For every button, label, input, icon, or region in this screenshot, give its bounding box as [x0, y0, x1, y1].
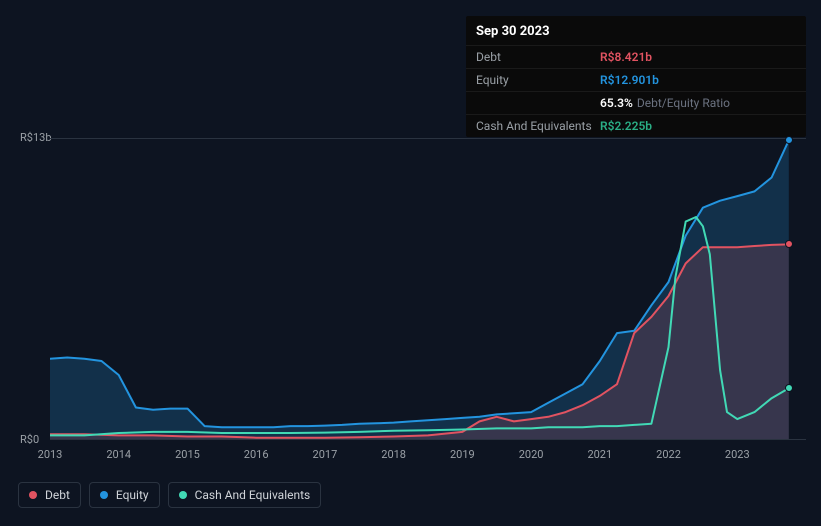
- yaxis-label: R$0: [20, 433, 39, 446]
- legend-dot: [100, 491, 108, 499]
- tooltip-row: Cash And EquivalentsR$2.225b: [466, 114, 806, 137]
- tooltip-row-value: R$8.421b: [600, 50, 652, 64]
- tooltip-row-value: R$2.225b: [600, 119, 652, 133]
- tooltip-row-value: R$12.901b: [600, 73, 659, 87]
- series-end-marker-cash: [785, 384, 793, 392]
- xaxis-tick: 2021: [587, 448, 612, 461]
- series-end-marker-debt: [785, 240, 793, 248]
- tooltip-row-label: Debt: [476, 50, 600, 64]
- tooltip-date: Sep 30 2023: [466, 16, 806, 45]
- yaxis-label: R$13b: [20, 131, 52, 144]
- legend-label: Debt: [45, 488, 70, 502]
- chart-legend: Debt Equity Cash And Equivalents: [18, 482, 321, 508]
- tooltip-rows: DebtR$8.421bEquityR$12.901b65.3%Debt/Equ…: [466, 45, 806, 137]
- legend-label: Cash And Equivalents: [195, 488, 311, 502]
- xaxis-tick: 2018: [381, 448, 406, 461]
- xaxis-tick: 2023: [725, 448, 750, 461]
- legend-item-cash-and-equivalents[interactable]: Cash And Equivalents: [168, 482, 322, 508]
- xaxis-tick: 2017: [313, 448, 338, 461]
- tooltip-row: DebtR$8.421b: [466, 45, 806, 68]
- xaxis-tick: 2013: [38, 448, 63, 461]
- xaxis-tick: 2014: [106, 448, 131, 461]
- tooltip-row-value: 65.3%: [600, 96, 633, 110]
- tooltip-row-label: Cash And Equivalents: [476, 119, 600, 133]
- grid-bottom-line: [50, 439, 806, 440]
- xaxis-tick: 2016: [244, 448, 269, 461]
- legend-item-debt[interactable]: Debt: [18, 482, 81, 508]
- tooltip-row-label: Equity: [476, 73, 600, 87]
- tooltip-row-extra: Debt/Equity Ratio: [637, 96, 730, 110]
- xaxis-tick: 2015: [175, 448, 200, 461]
- chart-tooltip: Sep 30 2023 DebtR$8.421bEquityR$12.901b6…: [466, 16, 806, 137]
- tooltip-row: 65.3% Debt/Equity Ratio: [466, 91, 806, 114]
- xaxis: 2013201420152016201720182019202020212022…: [50, 448, 806, 468]
- legend-dot: [29, 491, 37, 499]
- chart-plot-area: [50, 138, 806, 440]
- xaxis-tick: 2019: [450, 448, 475, 461]
- xaxis-tick: 2022: [656, 448, 681, 461]
- legend-dot: [179, 491, 187, 499]
- series-end-marker-equity: [785, 136, 793, 144]
- tooltip-row: EquityR$12.901b: [466, 68, 806, 91]
- tooltip-row-label: [476, 96, 600, 110]
- legend-label: Equity: [116, 488, 149, 502]
- grid-top-line: [50, 138, 806, 139]
- xaxis-tick: 2020: [519, 448, 544, 461]
- legend-item-equity[interactable]: Equity: [89, 482, 160, 508]
- chart-svg: [50, 138, 806, 440]
